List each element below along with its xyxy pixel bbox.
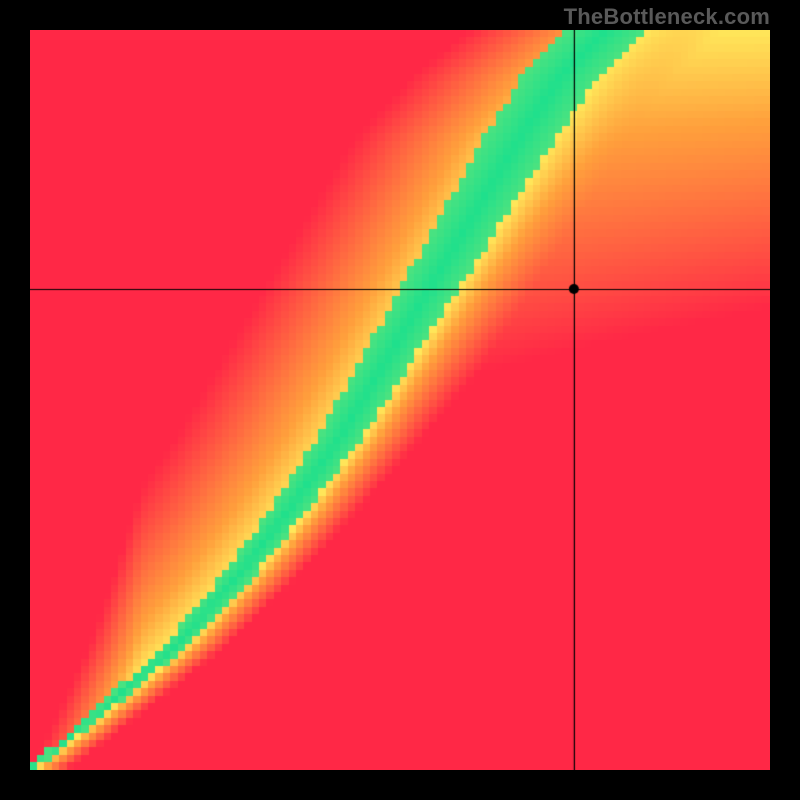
plot-area: [30, 30, 770, 770]
watermark-text: TheBottleneck.com: [564, 4, 770, 30]
chart-container: TheBottleneck.com: [0, 0, 800, 800]
bottleneck-heatmap: [30, 30, 770, 770]
